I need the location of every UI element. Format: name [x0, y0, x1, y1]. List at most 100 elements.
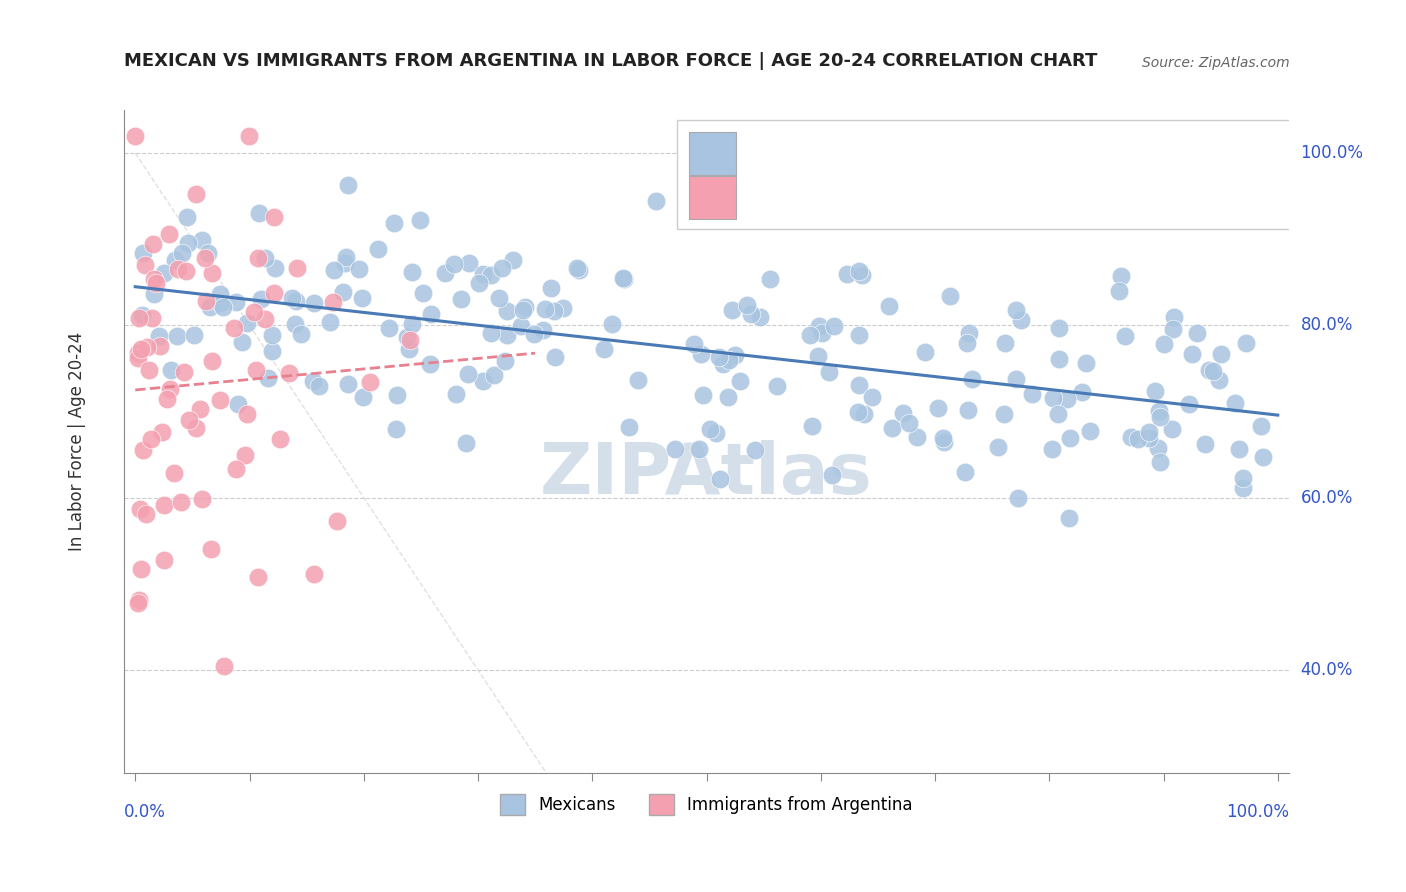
Point	[1057, 510, 1080, 524]
Point	[1046, 407, 1069, 421]
Point	[740, 307, 762, 321]
Point	[717, 390, 740, 404]
Point	[1047, 321, 1070, 335]
Point	[704, 425, 727, 440]
Text: ZIPAtlas: ZIPAtlas	[540, 441, 873, 509]
Point	[269, 432, 291, 446]
Point	[253, 251, 276, 265]
Point	[1126, 432, 1149, 446]
Point	[960, 372, 983, 386]
Point	[179, 413, 201, 427]
Point	[395, 330, 418, 344]
Point	[129, 501, 152, 516]
Point	[129, 562, 152, 576]
Point	[544, 350, 567, 364]
Point	[533, 302, 555, 317]
Point	[152, 425, 174, 439]
Point	[1078, 424, 1101, 438]
Point	[359, 375, 381, 389]
Point	[1143, 384, 1166, 399]
Point	[166, 328, 188, 343]
Point	[1108, 285, 1130, 299]
Point	[1223, 396, 1246, 410]
Point	[707, 351, 730, 365]
Point	[138, 362, 160, 376]
Point	[419, 307, 441, 321]
Point	[512, 303, 534, 318]
Point	[1181, 347, 1204, 361]
Point	[208, 392, 231, 407]
Point	[132, 246, 155, 260]
Point	[807, 349, 830, 363]
Point	[245, 363, 267, 377]
FancyBboxPatch shape	[678, 120, 1324, 229]
Point	[326, 514, 349, 528]
Point	[194, 251, 217, 265]
Point	[170, 495, 193, 509]
Point	[808, 318, 831, 333]
Point	[419, 357, 441, 371]
Point	[1227, 442, 1250, 457]
Point	[1234, 336, 1257, 351]
Point	[891, 406, 914, 420]
Point	[367, 242, 389, 256]
Point	[195, 294, 218, 309]
Point	[335, 250, 357, 264]
Point	[898, 417, 921, 431]
Point	[612, 271, 634, 285]
Point	[285, 261, 308, 276]
Point	[957, 403, 980, 417]
Point	[709, 471, 731, 485]
Point	[135, 340, 157, 354]
Point	[491, 260, 513, 275]
Point	[934, 434, 956, 449]
Point	[1114, 329, 1136, 343]
Point	[758, 272, 780, 286]
Point	[837, 267, 859, 281]
Point	[160, 362, 183, 376]
Point	[645, 194, 668, 208]
Point	[664, 442, 686, 457]
Text: Source: ZipAtlas.com: Source: ZipAtlas.com	[1142, 56, 1289, 70]
Point	[957, 326, 980, 340]
Point	[278, 366, 301, 380]
Text: 0.0%: 0.0%	[124, 804, 166, 822]
Point	[302, 374, 325, 388]
Text: MEXICAN VS IMMIGRANTS FROM ARGENTINA IN LABOR FORCE | AGE 20-24 CORRELATION CHAR: MEXICAN VS IMMIGRANTS FROM ARGENTINA IN …	[124, 52, 1097, 70]
Point	[201, 266, 224, 280]
Point	[281, 292, 304, 306]
Point	[322, 295, 344, 310]
Point	[510, 318, 533, 333]
Text: 100.0%: 100.0%	[1301, 144, 1364, 162]
Point	[134, 258, 156, 272]
Point	[494, 354, 516, 368]
Point	[468, 277, 491, 291]
Point	[1201, 364, 1223, 378]
Point	[290, 326, 312, 341]
Point	[848, 378, 870, 392]
Point	[1146, 441, 1168, 455]
Point	[149, 339, 172, 353]
Point	[352, 291, 374, 305]
Point	[152, 553, 174, 567]
Legend: Mexicans, Immigrants from Argentina: Mexicans, Immigrants from Argentina	[494, 788, 920, 822]
Point	[337, 178, 360, 192]
Point	[692, 387, 714, 401]
Point	[228, 397, 250, 411]
Text: In Labor Force | Age 20-24: In Labor Force | Age 20-24	[69, 332, 86, 551]
Point	[382, 216, 405, 230]
Point	[744, 442, 766, 457]
Point	[1208, 373, 1230, 387]
Point	[332, 285, 354, 300]
Point	[456, 435, 478, 450]
Point	[128, 310, 150, 325]
Point	[263, 260, 285, 275]
Point	[238, 128, 260, 143]
Point	[718, 352, 741, 367]
Point	[513, 300, 536, 314]
Point	[1076, 355, 1098, 369]
Point	[231, 334, 253, 349]
Point	[233, 448, 256, 462]
Point	[319, 315, 342, 329]
Point	[565, 261, 588, 276]
